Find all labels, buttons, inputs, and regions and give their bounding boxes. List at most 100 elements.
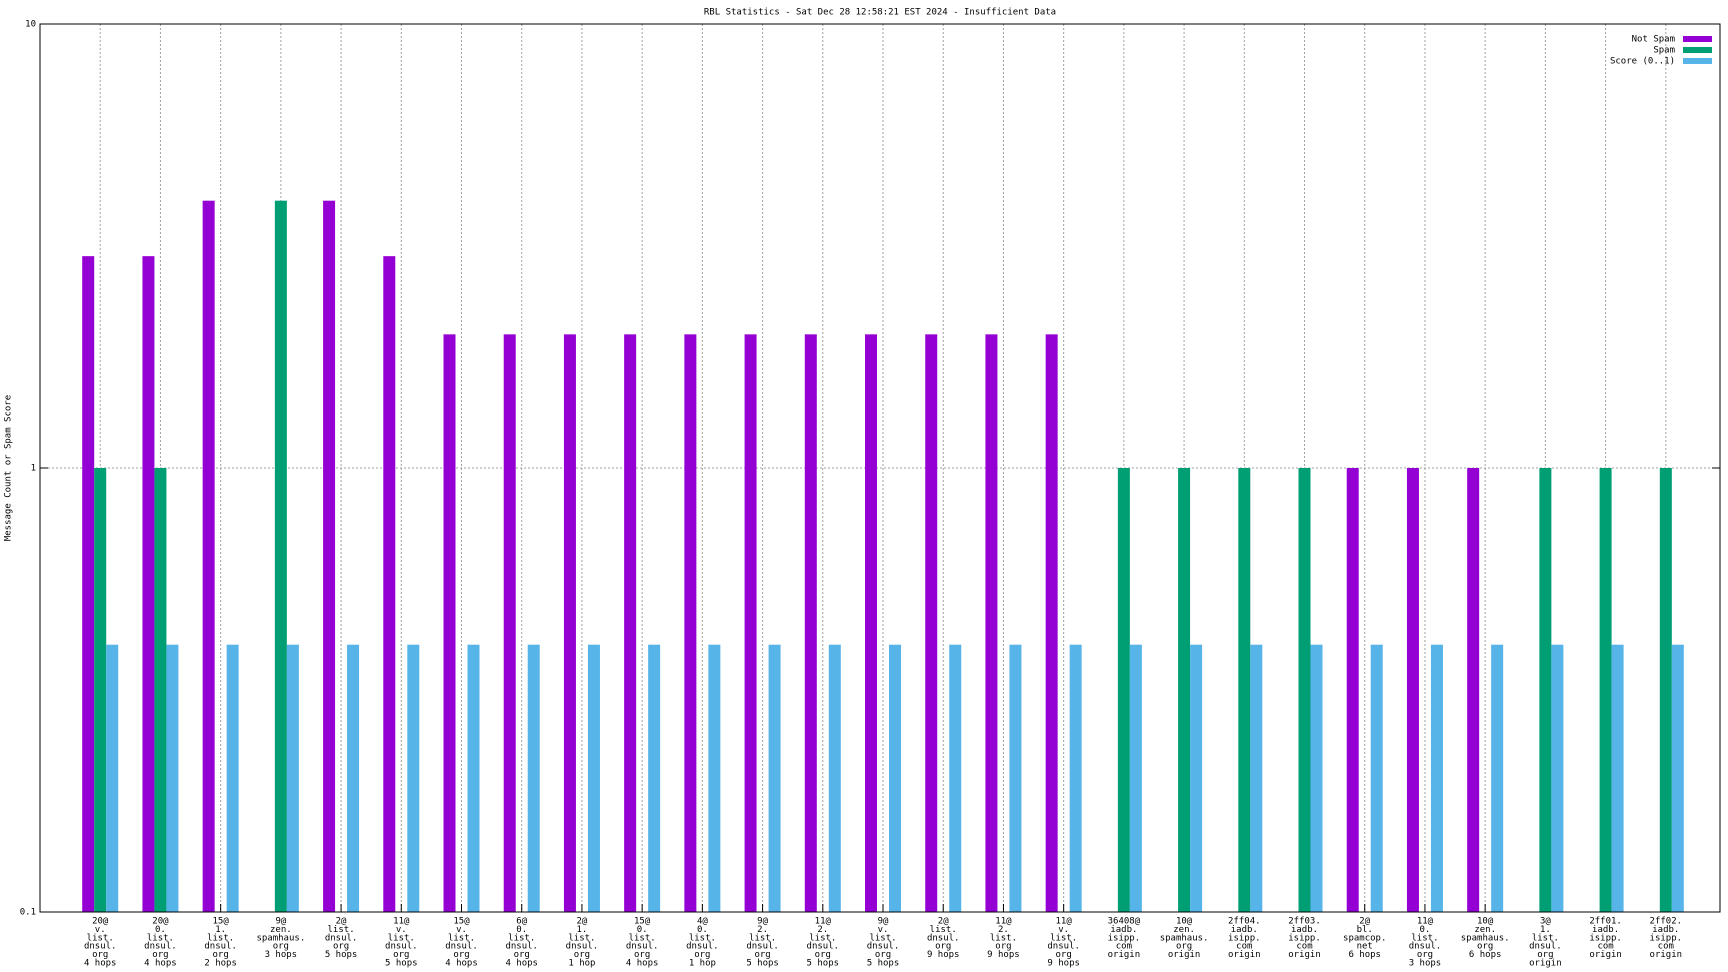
x-tick-label: iadb. [1231,925,1258,935]
bar [383,256,396,912]
legend-label: Score (0..1) [1610,57,1675,67]
x-tick-label: 4 hops [505,959,538,969]
x-tick-label: bl. [1357,925,1373,935]
x-tick-label: isipp. [1650,933,1683,943]
x-tick-label: origin [1108,950,1141,960]
x-tick-label: 10@ [1477,917,1494,927]
x-tick-label: 4 hops [626,959,659,969]
x-tick-label: dnsul. [445,942,478,952]
x-tick-label: com [1658,942,1674,952]
x-tick-label: 9@ [275,917,286,927]
legend-swatch [1683,47,1712,53]
x-tick-label: list. [749,933,776,943]
x-tick-label: 2 hops [204,959,237,969]
bar [94,468,107,912]
x-tick-label: org [875,950,891,960]
x-tick-label: dnsul. [204,942,237,952]
x-tick-label: 2. [998,925,1009,935]
bar [624,334,637,913]
bar [1178,468,1191,912]
x-tick-label: org [1477,942,1493,952]
x-tick-label: origin [1228,950,1261,960]
bar [503,334,516,913]
bar [1310,644,1323,912]
x-tick-label: dnsul. [566,942,599,952]
x-tick-label: dnsul. [626,942,659,952]
x-tick-label: list. [388,933,415,943]
x-tick-label: 5 hops [807,959,840,969]
x-tick-label: dnsul. [746,942,779,952]
x-tick-label: org [453,950,469,960]
x-tick-label: 0. [697,925,708,935]
bar [684,334,697,913]
x-tick-label: 2@ [336,917,347,927]
x-tick-label: origin [1168,950,1201,960]
y-axis-label: Message Count or Spam Score [4,395,14,541]
bar [274,200,287,912]
x-tick-label: list. [1532,933,1559,943]
bar [142,256,155,912]
bar [1539,468,1552,912]
x-tick-label: net [1357,942,1373,952]
bar [1346,468,1359,912]
x-tick-label: list. [328,925,355,935]
bar [1370,644,1383,912]
x-tick-label: list. [87,933,114,943]
bar [286,644,299,912]
bar [323,200,336,912]
bar [708,644,721,912]
bar [407,644,420,912]
bar [949,644,962,912]
x-tick-label: zen. [1173,925,1195,935]
x-tick-label: dnsul. [1409,942,1442,952]
legend-swatch [1683,58,1712,64]
bar [587,644,600,912]
bar [1009,644,1022,912]
x-tick-label: com [1116,942,1132,952]
x-tick-label: 15@ [213,917,230,927]
x-tick-label: 2. [817,925,828,935]
x-tick-label: 0. [1420,925,1431,935]
x-tick-label: v. [456,925,467,935]
bar [226,644,239,912]
x-tick-label: list. [207,933,234,943]
bar [804,334,817,913]
bar [1430,644,1443,912]
x-tick-label: 0. [516,925,527,935]
x-tick-label: dnsul. [1047,942,1080,952]
x-tick-label: 6 hops [1469,950,1502,960]
x-tick-label: 2ff01. [1589,917,1622,927]
x-tick-label: iadb. [1652,925,1679,935]
x-tick-label: 5 hops [325,950,358,960]
legend-label: Spam [1653,46,1675,56]
x-tick-label: org [815,950,831,960]
x-tick-label: iadb. [1110,925,1137,935]
x-tick-label: 6 hops [1348,950,1381,960]
x-tick-label: org [995,942,1011,952]
x-tick-label: 5 hops [746,959,779,969]
bar [768,644,781,912]
bar [443,334,456,913]
x-tick-label: org [1537,950,1553,960]
x-tick-label: isipp. [1108,933,1141,943]
x-tick-label: org [393,950,409,960]
x-tick-label: 4@ [697,917,708,927]
x-tick-label: 5 hops [867,959,900,969]
x-tick-label: 3@ [1540,917,1551,927]
bar [1659,468,1672,912]
x-tick-label: 1 hop [689,959,716,969]
x-tick-label: 11@ [995,917,1012,927]
x-tick-label: org [1056,950,1072,960]
x-tick-label: org [1176,942,1192,952]
x-tick-label: origin [1288,950,1321,960]
x-tick-label: 9@ [757,917,768,927]
x-tick-label: 4 hops [144,959,177,969]
x-tick-label: dnsul. [84,942,117,952]
x-tick-label: spamhaus. [256,933,305,943]
x-tick-label: dnsul. [867,942,900,952]
bar [865,334,878,913]
y-tick-label: 0.1 [20,908,36,918]
x-tick-label: 0. [637,925,648,935]
x-tick-label: zen. [270,925,292,935]
x-tick-label: zen. [1474,925,1496,935]
